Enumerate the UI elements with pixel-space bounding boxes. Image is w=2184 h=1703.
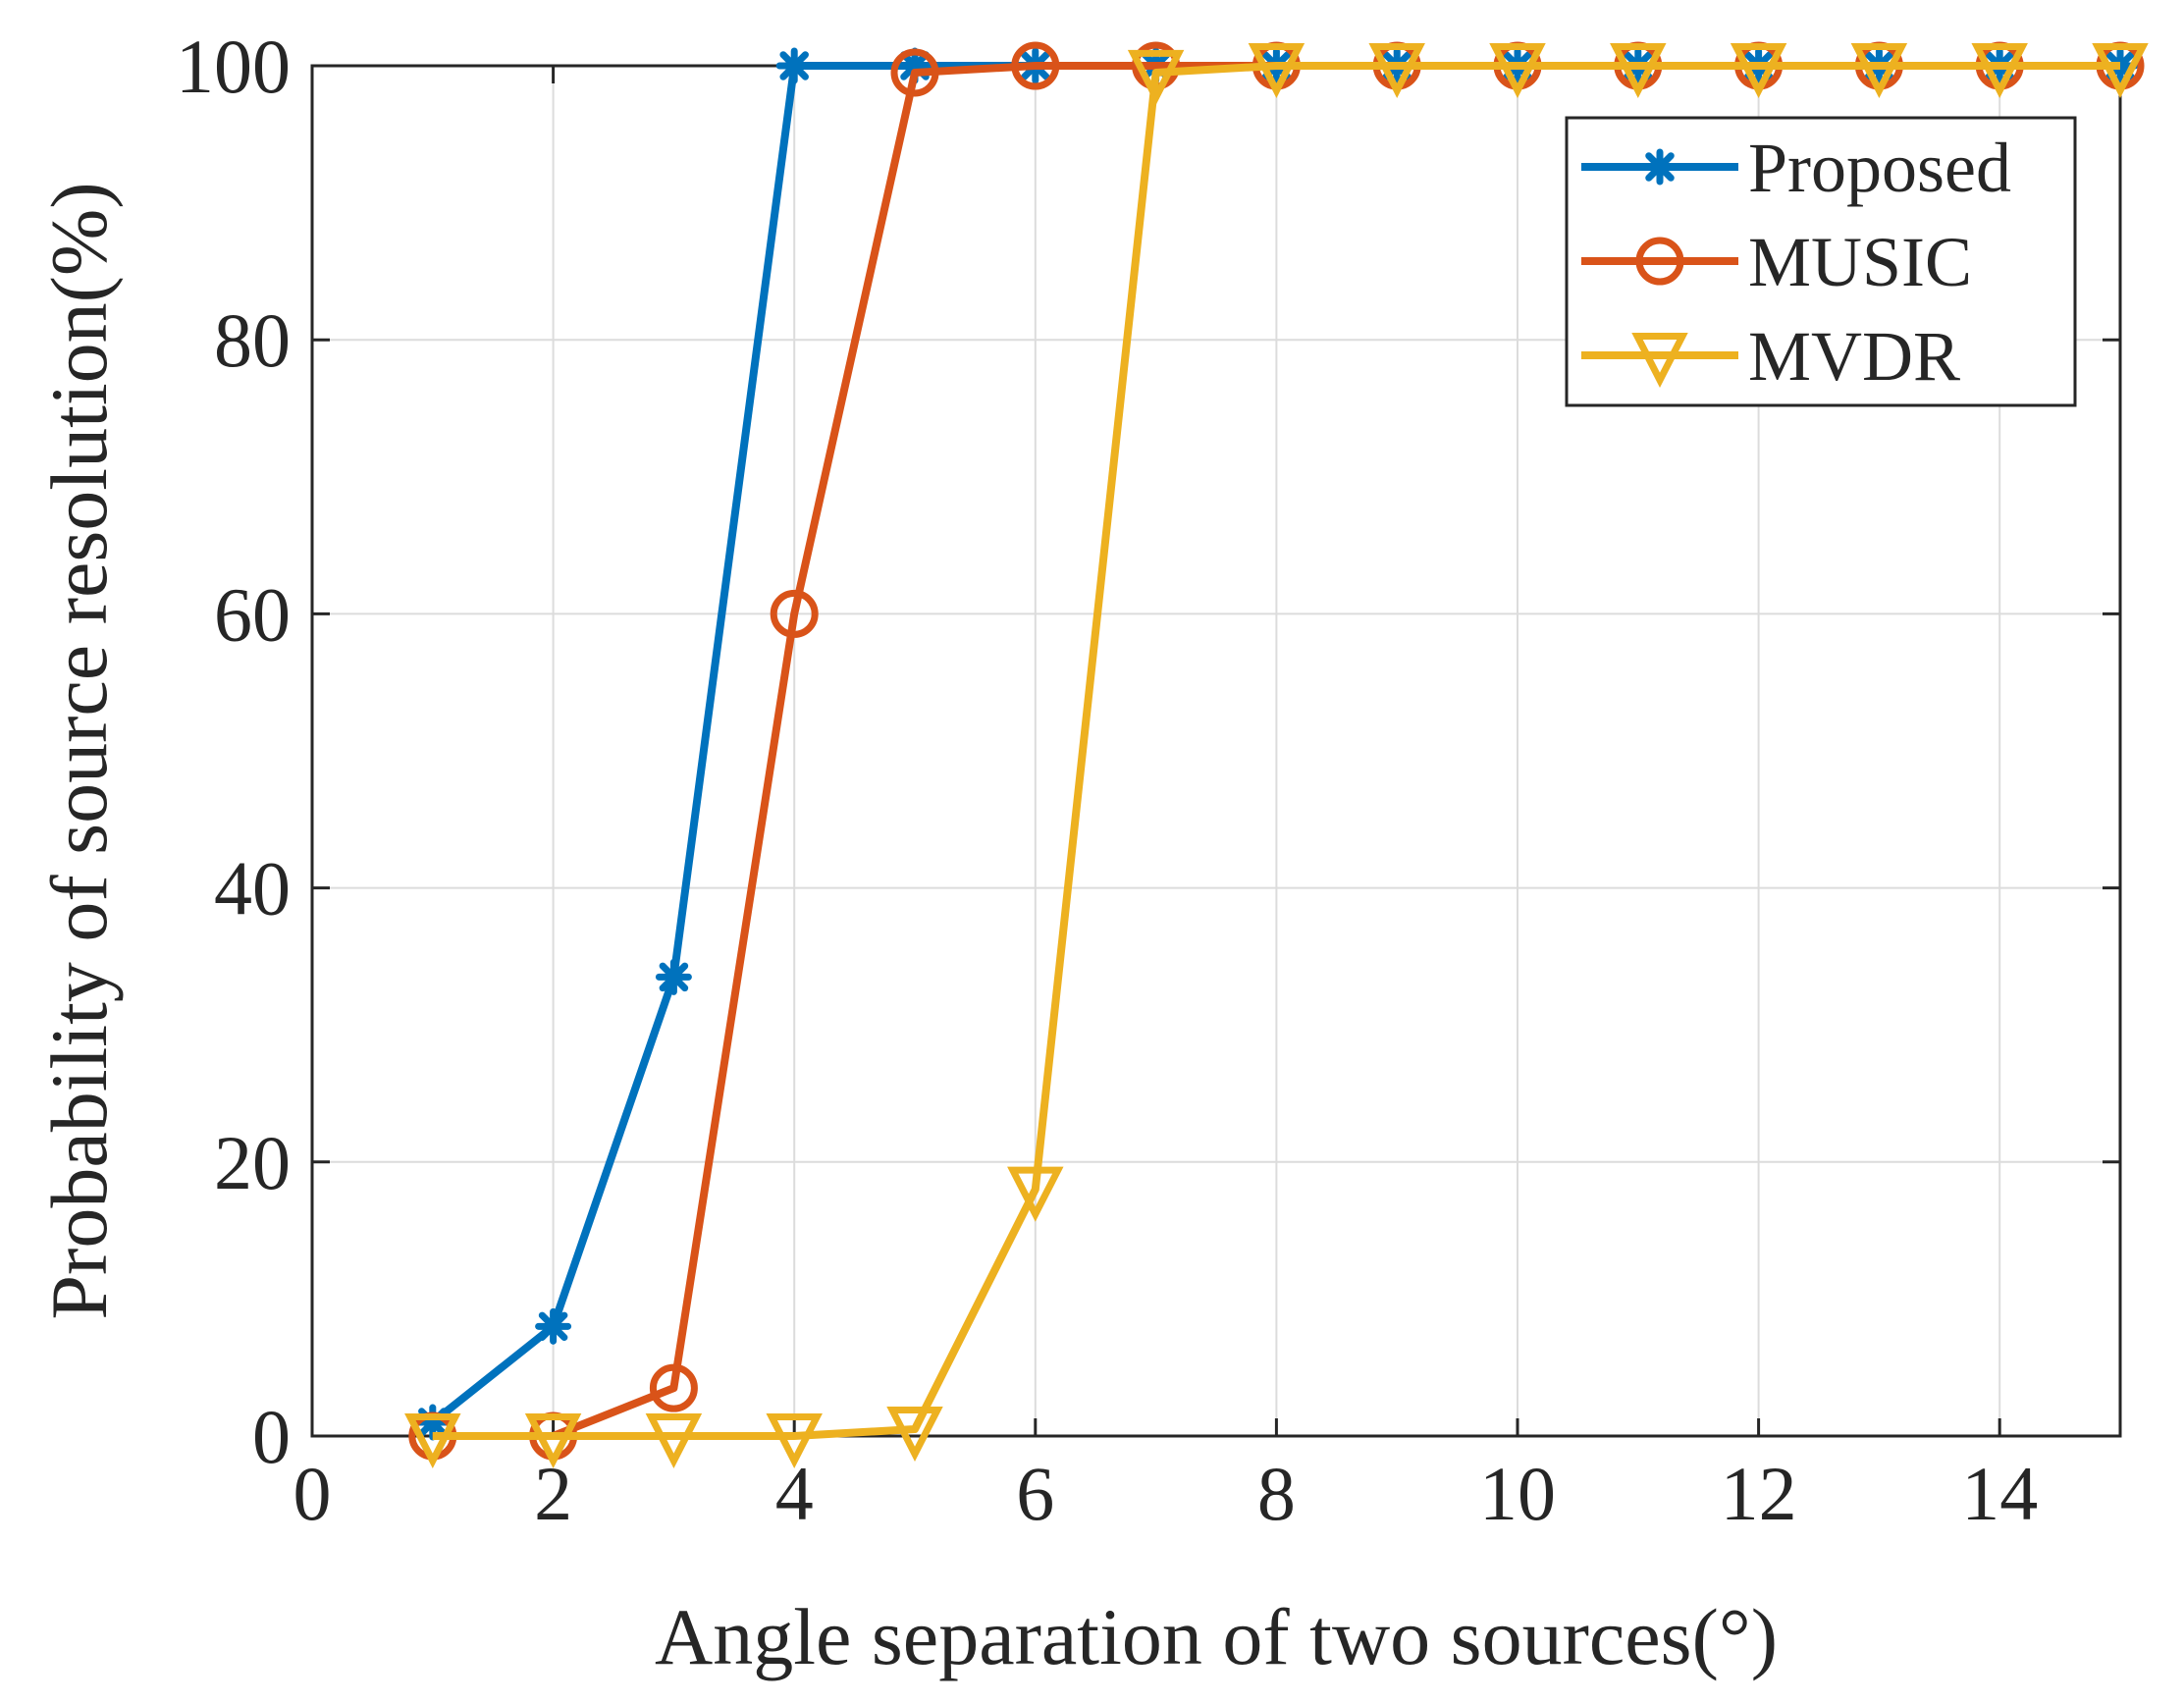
data-point xyxy=(655,958,692,995)
legend-marker xyxy=(1641,148,1678,186)
data-point xyxy=(890,48,939,97)
data-point xyxy=(775,47,813,84)
y-tick-label: 100 xyxy=(176,24,291,109)
data-point xyxy=(886,1406,943,1462)
data-series xyxy=(404,41,2149,1468)
y-tick-label: 40 xyxy=(214,846,291,931)
data-point xyxy=(645,1412,703,1468)
legend-entry-music: MUSIC xyxy=(1581,223,1972,301)
y-tick-label: 0 xyxy=(252,1394,291,1479)
series-line xyxy=(432,62,2120,1440)
y-axis-title: Probability of source resolution(%) xyxy=(34,182,124,1319)
data-point xyxy=(1368,42,1425,98)
x-tick-label: 14 xyxy=(1961,1451,2038,1536)
y-tick-label: 20 xyxy=(214,1120,291,1205)
x-tick-label: 6 xyxy=(1016,1451,1054,1536)
data-point xyxy=(535,1307,572,1345)
data-point xyxy=(404,1412,461,1468)
legend-entry-proposed: Proposed xyxy=(1581,129,2011,207)
data-point xyxy=(2092,42,2149,98)
data-point xyxy=(1971,42,2028,98)
y-tick-label: 60 xyxy=(214,571,291,657)
data-point xyxy=(1489,42,1546,98)
legend-label: Proposed xyxy=(1748,129,2011,207)
x-tick-label: 0 xyxy=(293,1451,332,1536)
legend-label: MVDR xyxy=(1748,317,1960,396)
data-point xyxy=(1248,42,1305,98)
data-point xyxy=(524,1412,582,1468)
legend-marker xyxy=(1635,237,1684,286)
series-mvdr xyxy=(404,42,2149,1468)
data-point xyxy=(1011,41,1060,90)
data-point xyxy=(1730,42,1787,98)
legend-marker xyxy=(1631,332,1688,388)
legend-label: MUSIC xyxy=(1748,223,1972,301)
data-point xyxy=(770,589,819,638)
data-point xyxy=(766,1412,823,1468)
data-point xyxy=(1127,49,1185,105)
data-point xyxy=(1850,42,1908,98)
x-tick-label: 10 xyxy=(1479,1451,1556,1536)
x-tick-label: 12 xyxy=(1721,1451,1797,1536)
legend: Proposed MUSIC MVDR xyxy=(1565,116,2077,407)
x-axis-title: Angle separation of two sources(°) xyxy=(655,1592,1778,1681)
data-point xyxy=(1610,42,1667,98)
data-point xyxy=(649,1363,698,1412)
x-tick-label: 8 xyxy=(1257,1451,1296,1536)
data-point xyxy=(1007,1166,1064,1222)
legend-entry-mvdr: MVDR xyxy=(1581,317,1960,396)
y-tick-label: 80 xyxy=(214,297,291,383)
